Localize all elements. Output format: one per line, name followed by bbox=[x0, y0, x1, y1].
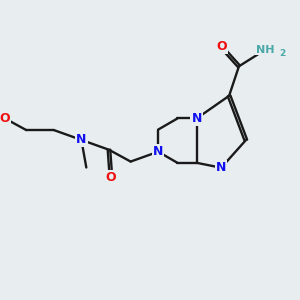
Text: N: N bbox=[191, 112, 202, 125]
Text: O: O bbox=[106, 171, 116, 184]
Text: O: O bbox=[216, 40, 226, 53]
Text: N: N bbox=[76, 134, 87, 146]
Text: N: N bbox=[216, 161, 226, 174]
Text: N: N bbox=[153, 145, 164, 158]
Text: O: O bbox=[0, 112, 10, 125]
Text: NH: NH bbox=[256, 44, 275, 55]
Text: 2: 2 bbox=[279, 49, 285, 58]
